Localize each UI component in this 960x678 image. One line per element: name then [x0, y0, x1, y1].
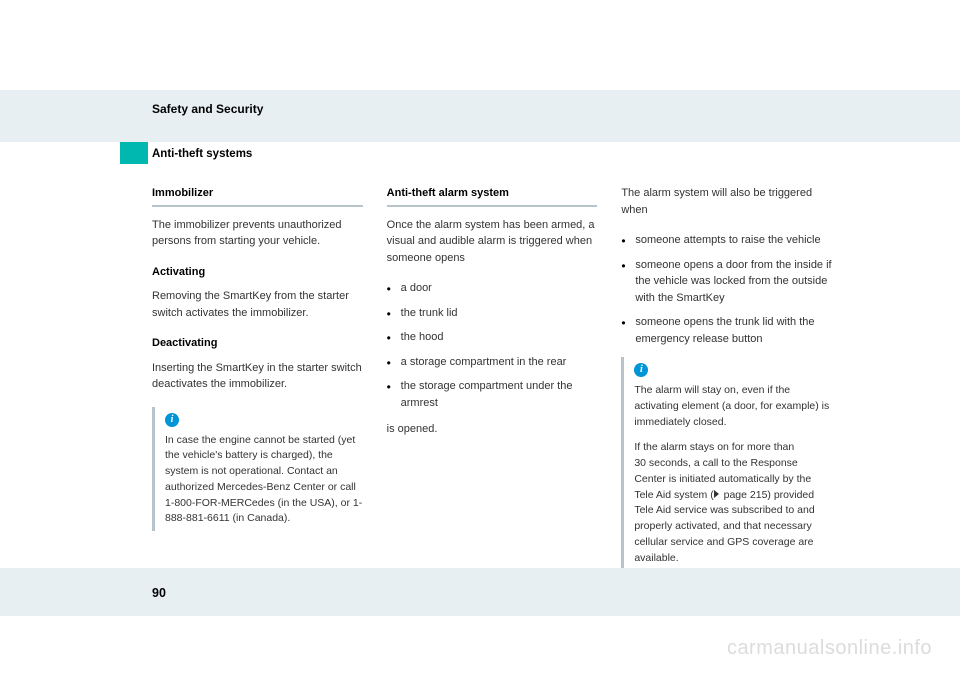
- alarm-trigger-list: a door the trunk lid the hood a storage …: [387, 280, 598, 411]
- info-icon: i: [634, 363, 648, 377]
- heading-immobilizer: Immobilizer: [152, 185, 363, 207]
- list-item: the hood: [387, 329, 598, 346]
- column-3: The alarm system will also be triggered …: [621, 185, 832, 580]
- header-bar: [0, 90, 960, 142]
- list-item: someone opens a door from the inside if …: [621, 257, 832, 307]
- list-item: a door: [387, 280, 598, 297]
- chapter-title: Safety and Security: [152, 102, 263, 116]
- list-item: the storage compartment under the armres…: [387, 378, 598, 411]
- list-item: a storage compartment in the rear: [387, 354, 598, 371]
- heading-deactivating: Deactivating: [152, 335, 363, 352]
- para-immobilizer: The immobilizer prevents unauthorized pe…: [152, 217, 363, 250]
- info-box-1: i In case the engine cannot be started (…: [152, 407, 363, 532]
- watermark: carmanualsonline.info: [727, 637, 932, 660]
- list-item: someone attempts to raise the vehicle: [621, 232, 832, 249]
- page-ref-icon: [714, 490, 719, 498]
- para-deactivating: Inserting the SmartKey in the starter sw…: [152, 360, 363, 393]
- section-title: Anti-theft systems: [152, 148, 252, 160]
- list-item: the trunk lid: [387, 305, 598, 322]
- content-columns: Immobilizer The immobilizer prevents una…: [152, 185, 832, 580]
- para-activating: Removing the SmartKey from the starter s…: [152, 288, 363, 321]
- para-alarm-intro: Once the alarm system has been armed, a …: [387, 217, 598, 267]
- list-item: someone opens the trunk lid with the eme…: [621, 314, 832, 347]
- info-para-1: The alarm will stay on, even if the acti…: [634, 383, 832, 430]
- also-trigger-list: someone attempts to raise the vehicle so…: [621, 232, 832, 347]
- heading-alarm: Anti-theft alarm system: [387, 185, 598, 207]
- column-2: Anti-theft alarm system Once the alarm s…: [387, 185, 598, 580]
- section-marker: [120, 142, 148, 164]
- heading-activating: Activating: [152, 264, 363, 281]
- info-text-2: The alarm will stay on, even if the acti…: [634, 383, 832, 566]
- info-text-1: In case the engine cannot be started (ye…: [165, 433, 363, 528]
- info-para-2: If the alarm stays on for more than 30 s…: [634, 440, 832, 566]
- page-number: 90: [152, 586, 166, 600]
- info-icon: i: [165, 413, 179, 427]
- column-1: Immobilizer The immobilizer prevents una…: [152, 185, 363, 580]
- info-box-2: i The alarm will stay on, even if the ac…: [621, 357, 832, 580]
- page-ref-text: page 215: [721, 489, 768, 501]
- para-alarm-after: is opened.: [387, 421, 598, 438]
- footer-bar: [0, 568, 960, 616]
- para-also-triggered: The alarm system will also be triggered …: [621, 185, 832, 218]
